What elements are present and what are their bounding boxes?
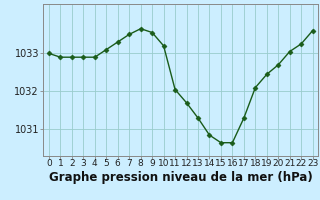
X-axis label: Graphe pression niveau de la mer (hPa): Graphe pression niveau de la mer (hPa) bbox=[49, 171, 313, 184]
